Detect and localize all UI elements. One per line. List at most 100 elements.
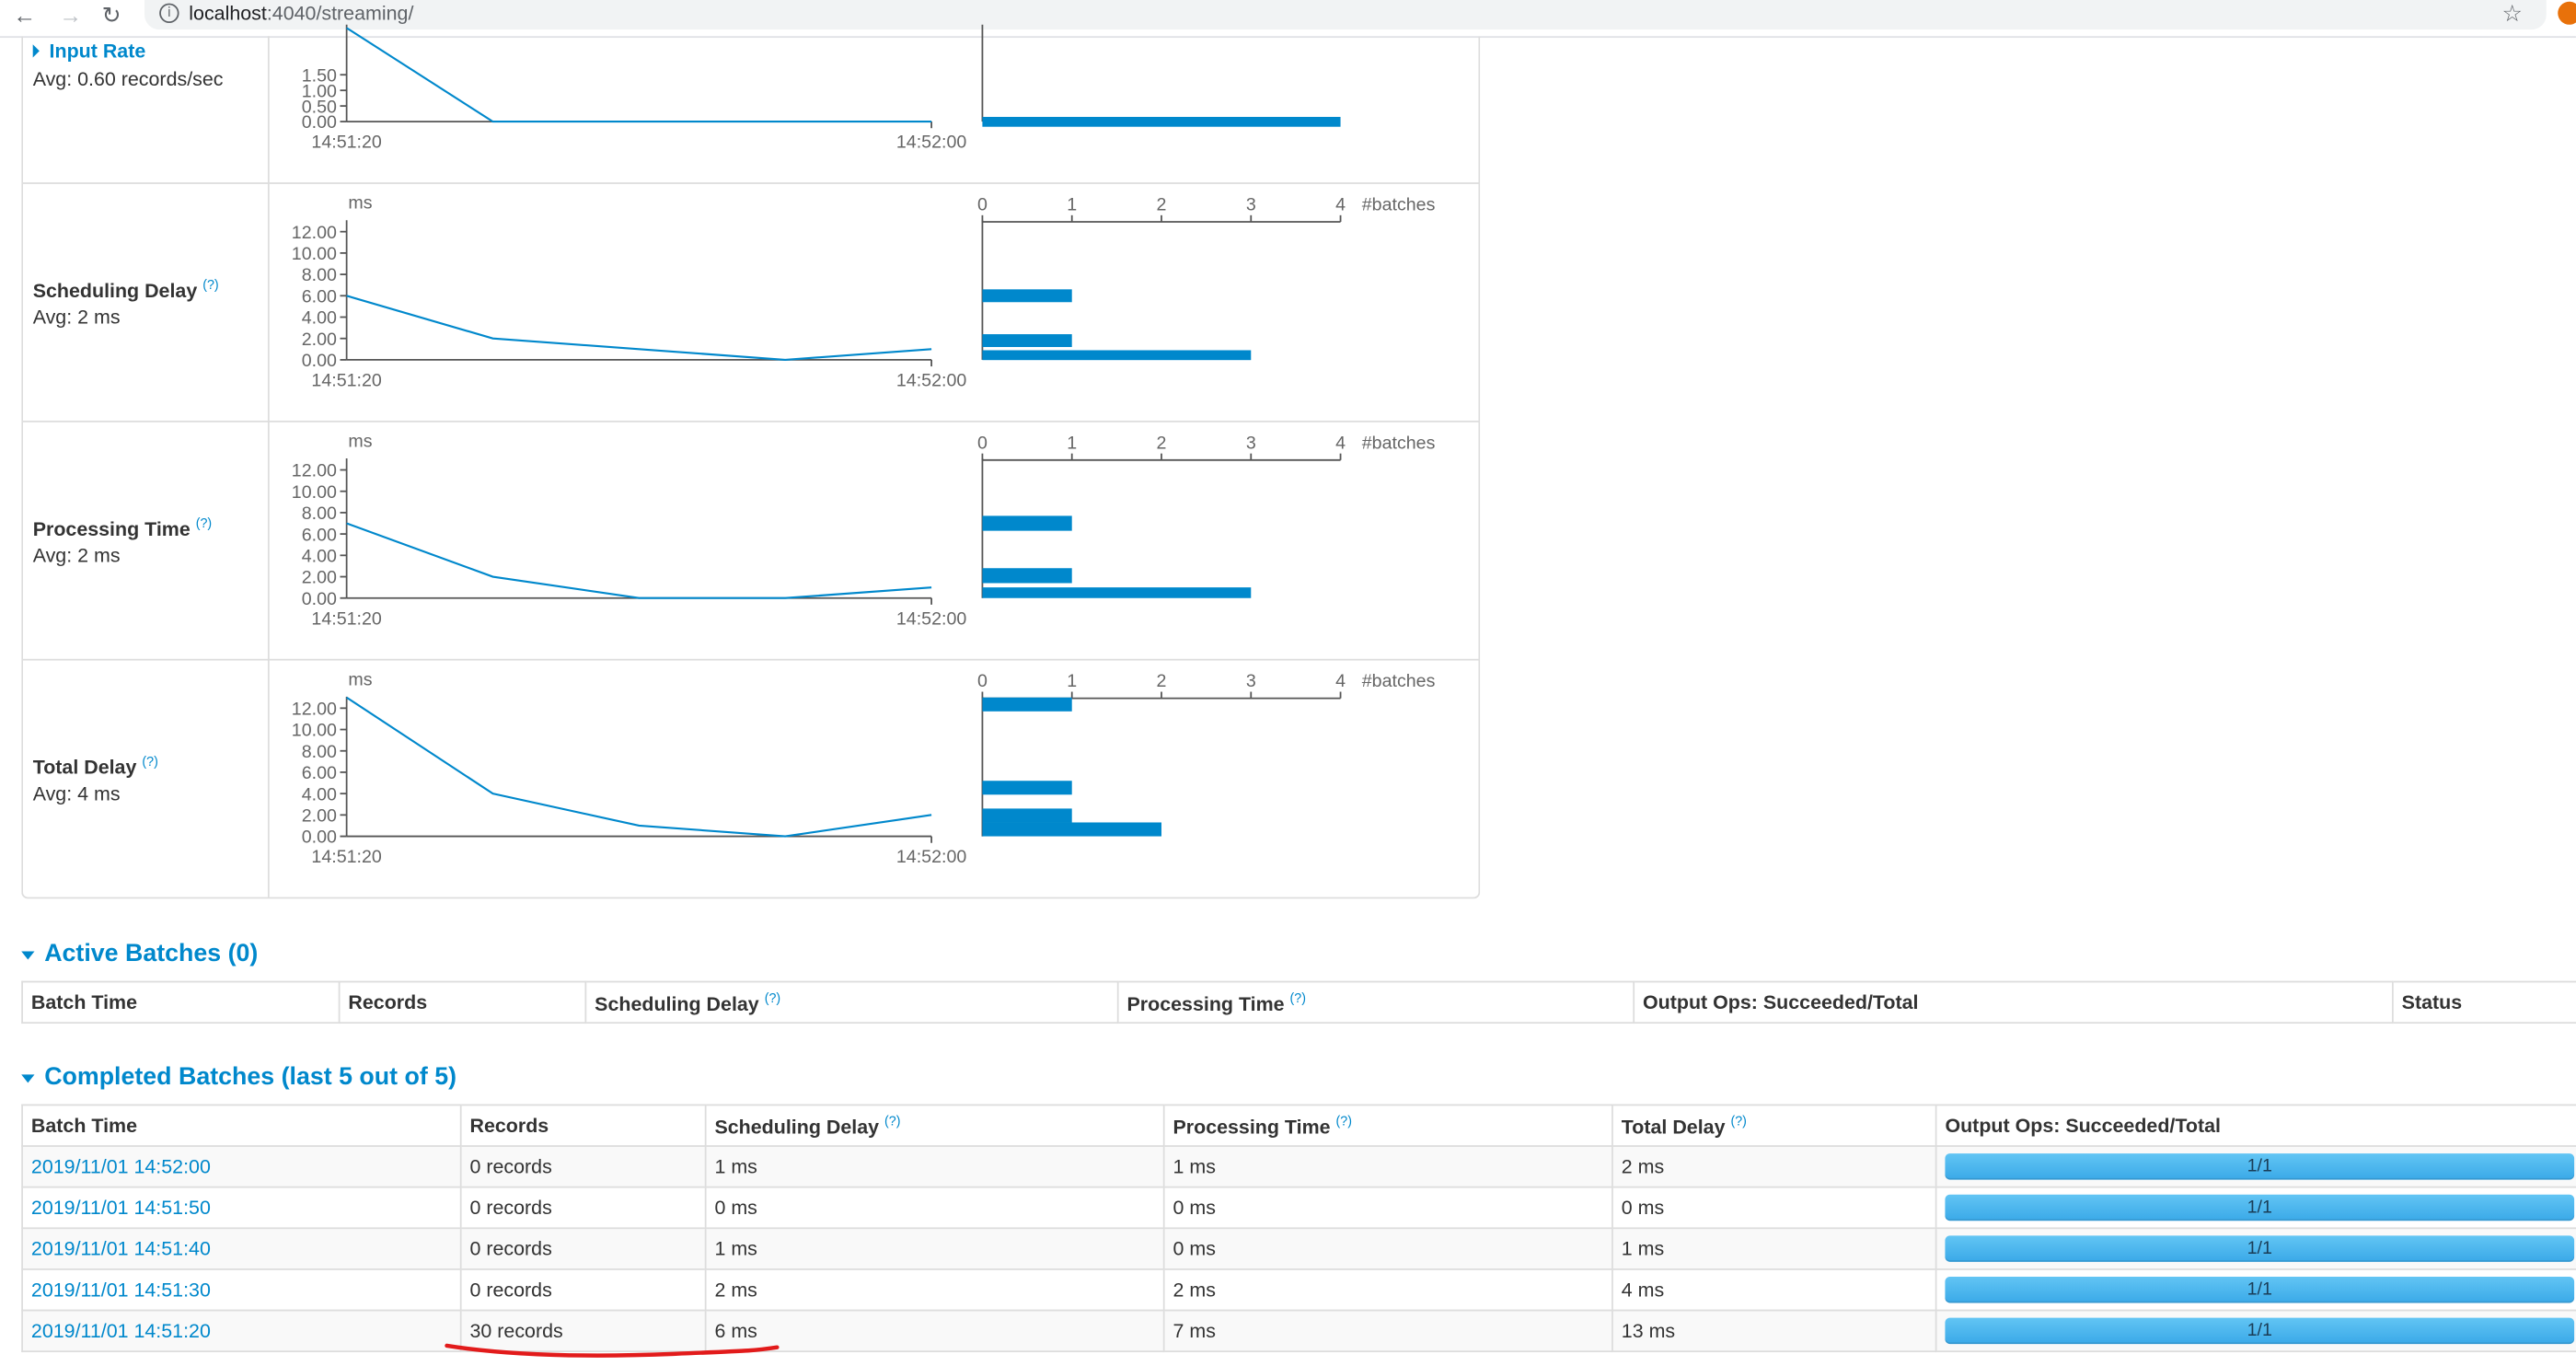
red-underline-annotation bbox=[445, 1343, 780, 1358]
col-output-ops[interactable]: Output Ops: Succeeded/Total bbox=[1633, 980, 2394, 1024]
scheduling-delay-cell: 1 ms bbox=[704, 1227, 1165, 1270]
col-scheduling-delay-label: Scheduling Delay bbox=[595, 991, 759, 1015]
processing-time-x-tick-label: 14:51:20 bbox=[311, 608, 381, 629]
completed-batches-toggle[interactable]: Completed Batches (last 5 out of 5) bbox=[21, 1063, 456, 1091]
total-delay-label: Total Delay bbox=[32, 756, 137, 780]
col-batch-time[interactable]: Batch Time bbox=[21, 1104, 462, 1147]
star-icon[interactable]: ☆ bbox=[2501, 0, 2523, 27]
processing-time-hist-x-tick-label: 0 bbox=[977, 433, 988, 453]
active-batches-toggle[interactable]: Active Batches (0) bbox=[21, 940, 258, 967]
processing-time-avg: Avg: 2 ms bbox=[32, 543, 121, 567]
col-records[interactable]: Records bbox=[459, 1104, 707, 1147]
col-records[interactable]: Records bbox=[338, 980, 587, 1024]
scheduling-delay-hist-x-tick-label: 4 bbox=[1335, 194, 1346, 214]
col-processing-time[interactable]: Processing Time (?) bbox=[1162, 1104, 1613, 1147]
statistics-table bbox=[21, 36, 1481, 899]
col-output-ops[interactable]: Output Ops: Succeeded/Total bbox=[1935, 1104, 2576, 1147]
help-icon[interactable]: (?) bbox=[202, 277, 219, 293]
processing-time-unit-label: ms bbox=[348, 432, 372, 452]
col-status[interactable]: Status bbox=[2391, 980, 2576, 1024]
site-info-icon[interactable]: i bbox=[159, 3, 179, 23]
help-icon[interactable]: (?) bbox=[1730, 1113, 1747, 1129]
scheduling-delay-hist-x-tick-label: 0 bbox=[977, 194, 988, 214]
processing-time-cell: 0 ms bbox=[1162, 1227, 1613, 1270]
input-rate-label[interactable]: Input Rate bbox=[49, 39, 146, 63]
arrow-right-icon[interactable]: → bbox=[59, 1, 83, 29]
address-bar[interactable] bbox=[144, 0, 2547, 30]
output-ops-cell: 1/1 bbox=[1935, 1227, 2576, 1270]
browser-toolbar: ← → ↻ i localhost:4040/streaming/ ☆ bbox=[0, 0, 2576, 39]
extension-icon[interactable] bbox=[2558, 1, 2576, 25]
batch-time-link[interactable]: 2019/11/01 14:51:50 bbox=[30, 1196, 211, 1220]
total-delay-hist-x-tick-label: 3 bbox=[1246, 671, 1256, 691]
scheduling-delay-hist-x-label: #batches bbox=[1362, 194, 1436, 214]
scheduling-delay-hist-bar bbox=[982, 334, 1072, 347]
row-divider bbox=[22, 420, 1479, 423]
total-delay-y-tick-label: 2.00 bbox=[302, 806, 337, 827]
reload-icon[interactable]: ↻ bbox=[101, 1, 121, 29]
help-icon[interactable]: (?) bbox=[195, 515, 213, 531]
col-total-delay-label: Total Delay bbox=[1621, 1115, 1726, 1139]
scheduling-delay-cell: 0 ms bbox=[704, 1186, 1165, 1230]
processing-time-hist-x-label: #batches bbox=[1362, 433, 1436, 453]
help-icon[interactable]: (?) bbox=[764, 990, 781, 1005]
col-total-delay[interactable]: Total Delay (?) bbox=[1611, 1104, 1937, 1147]
input-rate-y-tick-label: 0.00 bbox=[302, 112, 337, 133]
processing-time-hist-bar bbox=[982, 568, 1072, 584]
total-delay-hist-bar bbox=[982, 697, 1072, 712]
processing-time-y-tick-label: 10.00 bbox=[292, 482, 337, 503]
table-row: 2019/11/01 14:51:30 0 records 2 ms 2 ms … bbox=[21, 1268, 2576, 1312]
scheduling-delay-y-tick-label: 12.00 bbox=[292, 223, 337, 243]
scheduling-delay-x-tick-label: 14:51:20 bbox=[311, 370, 381, 390]
scheduling-delay-y-tick-label: 10.00 bbox=[292, 244, 337, 264]
scheduling-delay-hist-bar bbox=[982, 350, 1252, 361]
processing-time-series-line bbox=[346, 522, 932, 599]
processing-time-hist-x-tick-label: 1 bbox=[1067, 433, 1077, 453]
output-ops-progress: 1/1 bbox=[1945, 1153, 2575, 1180]
batch-time-link[interactable]: 2019/11/01 14:51:30 bbox=[30, 1278, 211, 1302]
batch-time-link[interactable]: 2019/11/01 14:52:00 bbox=[30, 1154, 211, 1178]
url-text[interactable]: localhost:4040/streaming/ bbox=[189, 2, 413, 25]
total-delay-cell: 2 ms bbox=[1611, 1145, 1937, 1188]
processing-time-row-label: Processing Time (?) bbox=[33, 515, 212, 540]
records-cell: 30 records bbox=[459, 1309, 707, 1353]
total-delay-hist-bar bbox=[982, 781, 1072, 795]
scheduling-delay-row-label: Scheduling Delay (?) bbox=[33, 278, 219, 303]
help-icon[interactable]: (?) bbox=[884, 1113, 901, 1129]
total-delay-y-tick-label: 6.00 bbox=[302, 763, 337, 783]
records-cell: 0 records bbox=[459, 1186, 707, 1230]
table-header-row: Batch Time Records Scheduling Delay (?) … bbox=[21, 980, 2576, 1024]
total-delay-y-tick-label: 10.00 bbox=[292, 721, 337, 741]
output-ops-cell: 1/1 bbox=[1935, 1186, 2576, 1230]
help-icon[interactable]: (?) bbox=[1335, 1113, 1352, 1129]
batch-time-link[interactable]: 2019/11/01 14:51:20 bbox=[30, 1319, 211, 1343]
total-delay-cell: 13 ms bbox=[1611, 1309, 1937, 1353]
col-scheduling-delay[interactable]: Scheduling Delay (?) bbox=[584, 980, 1119, 1024]
total-delay-y-tick-label: 0.00 bbox=[302, 828, 337, 848]
batch-time-cell: 2019/11/01 14:51:30 bbox=[21, 1268, 462, 1312]
input-rate-y-tick-label: 1.50 bbox=[302, 65, 337, 86]
active-batches-table: Batch Time Records Scheduling Delay (?) … bbox=[21, 980, 2576, 1024]
active-batches-title: Active Batches (0) bbox=[44, 940, 259, 968]
col-processing-time-label: Processing Time bbox=[1126, 991, 1285, 1015]
completed-batches-title: Completed Batches (last 5 out of 5) bbox=[44, 1062, 457, 1092]
batch-time-link[interactable]: 2019/11/01 14:51:40 bbox=[30, 1237, 211, 1261]
batch-time-cell: 2019/11/01 14:52:00 bbox=[21, 1145, 462, 1188]
arrow-left-icon[interactable]: ← bbox=[13, 1, 37, 29]
batch-time-cell: 2019/11/01 14:51:20 bbox=[21, 1309, 462, 1353]
output-ops-progress: 1/1 bbox=[1945, 1317, 2575, 1345]
total-delay-series-line bbox=[346, 696, 932, 838]
help-icon[interactable]: (?) bbox=[1289, 990, 1306, 1005]
processing-time-cell: 1 ms bbox=[1162, 1145, 1613, 1188]
col-batch-time[interactable]: Batch Time bbox=[21, 980, 341, 1024]
col-scheduling-delay[interactable]: Scheduling Delay (?) bbox=[704, 1104, 1165, 1147]
caret-right-icon bbox=[32, 44, 40, 58]
output-ops-cell: 1/1 bbox=[1935, 1268, 2576, 1312]
table-row: 2019/11/01 14:51:40 0 records 1 ms 0 ms … bbox=[21, 1227, 2576, 1270]
processing-time-y-tick-label: 8.00 bbox=[302, 504, 337, 524]
col-processing-time[interactable]: Processing Time (?) bbox=[1116, 980, 1635, 1024]
total-delay-hist-x-label: #batches bbox=[1362, 671, 1436, 691]
help-icon[interactable]: (?) bbox=[142, 754, 158, 770]
input-rate-toggle[interactable]: Input Rate bbox=[32, 39, 146, 63]
